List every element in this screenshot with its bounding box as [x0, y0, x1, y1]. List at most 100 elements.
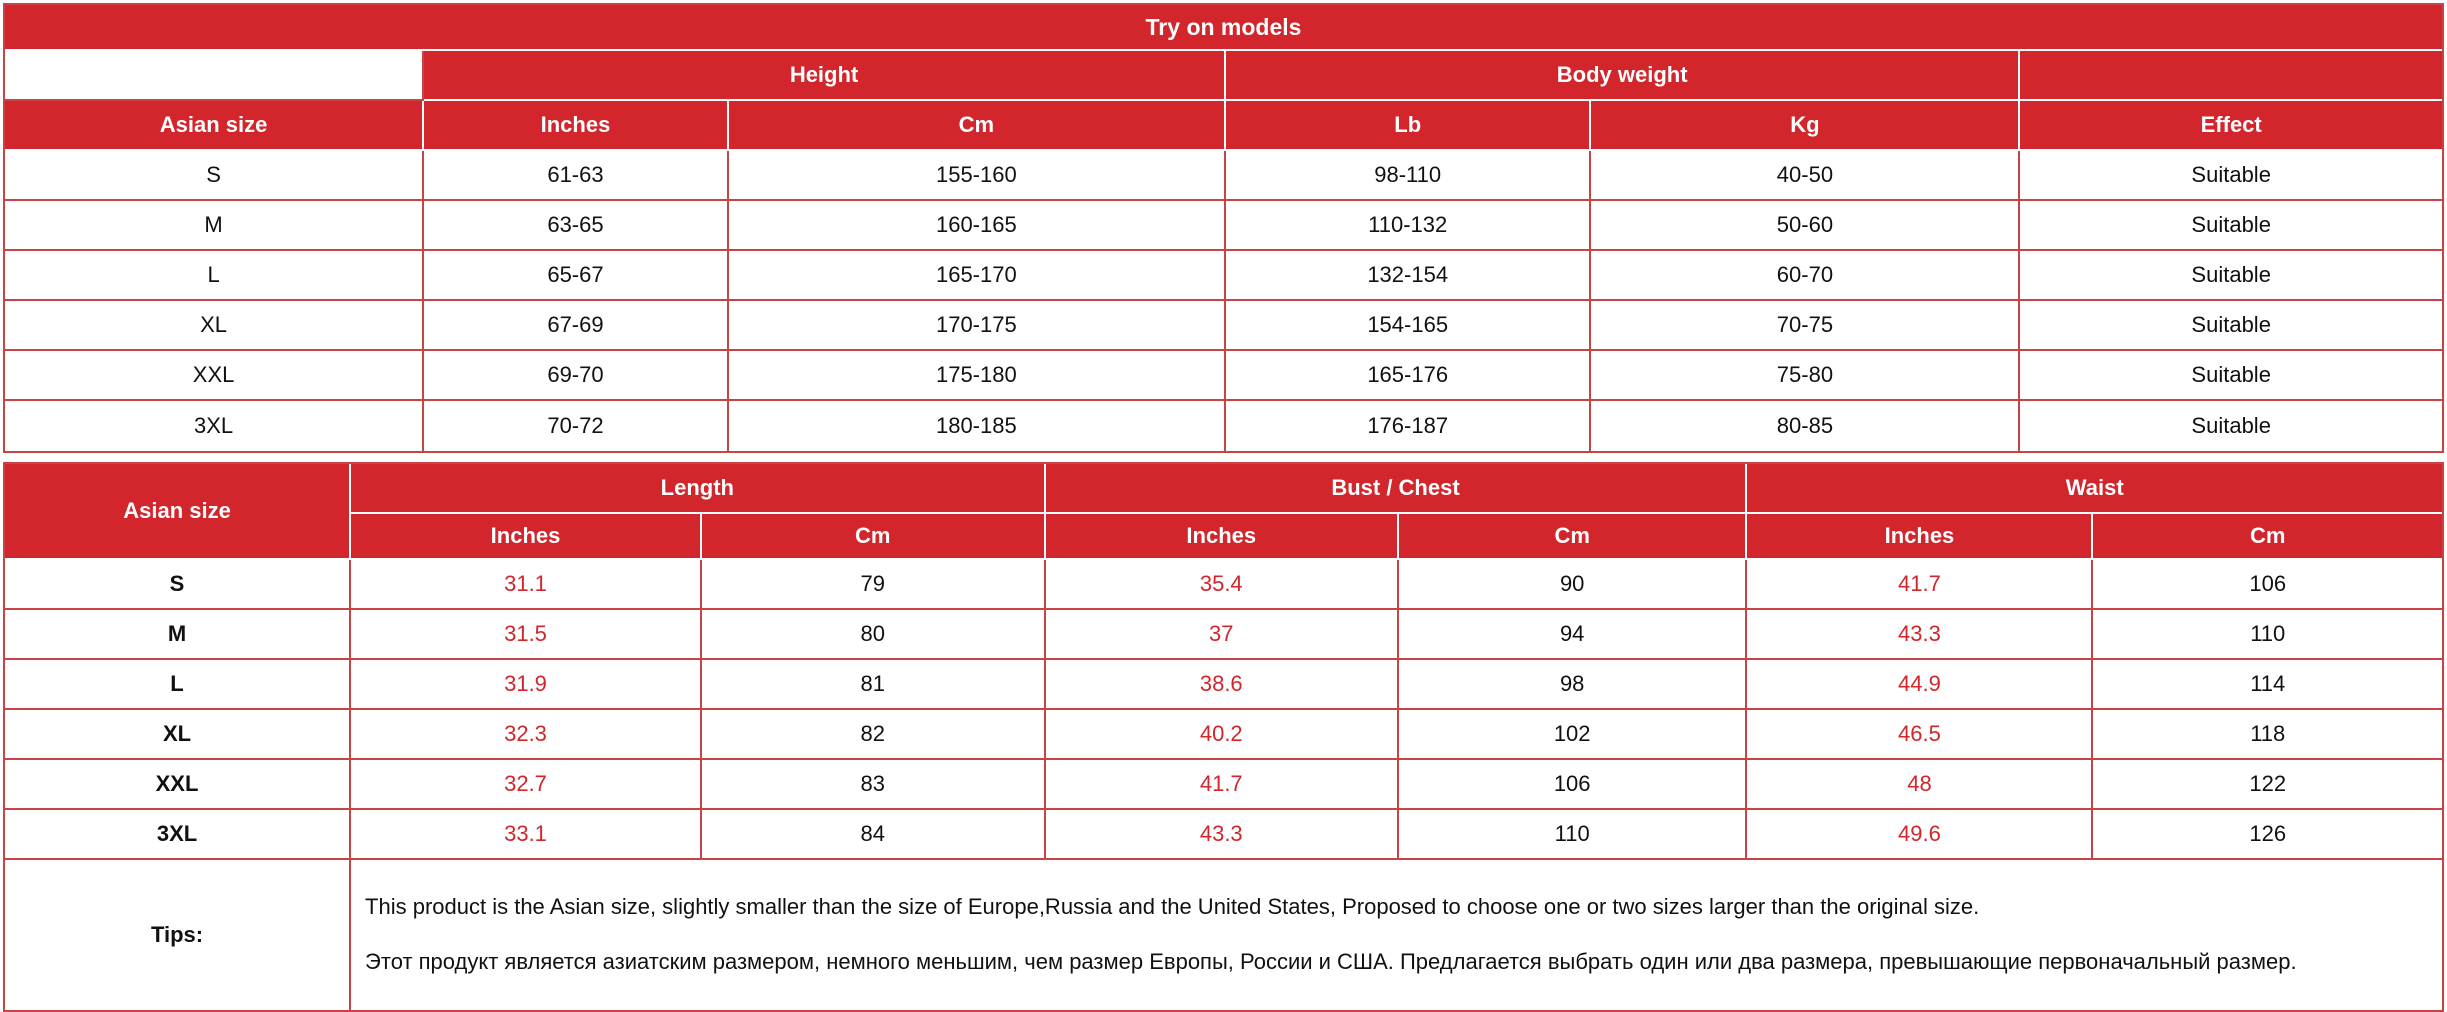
cell: 165-176 — [1225, 351, 1592, 401]
size-cell: 3XL — [5, 401, 425, 451]
size-cell: 3XL — [5, 810, 352, 860]
cell-cm: 90 — [1398, 560, 1748, 610]
subcol-waist-inches: Inches — [1747, 514, 2094, 560]
cell-cm: 84 — [701, 810, 1046, 860]
body-weight-group-header: Body weight — [1225, 51, 2021, 101]
cell: 69-70 — [424, 351, 729, 401]
table-row: L 65-67 165-170 132-154 60-70 Suitable — [5, 251, 2442, 301]
cell: 40-50 — [1591, 151, 2021, 201]
table-row: XXL 69-70 175-180 165-176 75-80 Suitable — [5, 351, 2442, 401]
waist-group-header: Waist — [1747, 464, 2442, 514]
column-header-row: Asian size Inches Cm Lb Kg Effect — [5, 101, 2442, 151]
cell: 80-85 — [1591, 401, 2021, 451]
cell-inches: 44.9 — [1747, 660, 2094, 710]
cell-inches: 40.2 — [1045, 710, 1399, 760]
cell-inches: 48 — [1747, 760, 2094, 810]
col-header-lb: Lb — [1225, 101, 1592, 151]
cell-inches: 37 — [1045, 610, 1399, 660]
cell-cm: 81 — [701, 660, 1046, 710]
cell: 132-154 — [1225, 251, 1592, 301]
tips-line-en: This product is the Asian size, slightly… — [365, 894, 1980, 920]
cell: 67-69 — [424, 301, 729, 351]
cell: 65-67 — [424, 251, 729, 301]
col-header-cm: Cm — [728, 101, 1226, 151]
cell: 165-170 — [728, 251, 1226, 301]
cell-cm: 80 — [701, 610, 1046, 660]
cell-inches: 31.5 — [351, 610, 702, 660]
cell-cm: 122 — [2093, 760, 2442, 810]
table-row: M 63-65 160-165 110-132 50-60 Suitable — [5, 201, 2442, 251]
measurements-table: Asian size Length Bust / Chest Waist Inc… — [3, 462, 2444, 1012]
size-cell: S — [5, 560, 352, 610]
subcol-length-cm: Cm — [701, 514, 1046, 560]
cell-cm: 98 — [1398, 660, 1748, 710]
cell: 175-180 — [728, 351, 1226, 401]
cell-cm: 106 — [2093, 560, 2442, 610]
cell: 170-175 — [728, 301, 1226, 351]
table-row: XXL 32.7 83 41.7 106 48 122 — [5, 760, 2442, 810]
cell-inches: 35.4 — [1045, 560, 1399, 610]
col-header-inches: Inches — [424, 101, 729, 151]
table-row: L 31.9 81 38.6 98 44.9 114 — [5, 660, 2442, 710]
cell: Suitable — [2020, 201, 2442, 251]
size-cell: M — [5, 201, 425, 251]
tips-label: Tips: — [5, 860, 352, 1010]
table-title-row: Try on models — [5, 5, 2442, 51]
cell: 70-72 — [424, 401, 729, 451]
cell-cm: 118 — [2093, 710, 2442, 760]
cell-inches: 46.5 — [1747, 710, 2094, 760]
size-cell: L — [5, 251, 425, 301]
subcol-length-inches: Inches — [351, 514, 702, 560]
cell: 63-65 — [424, 201, 729, 251]
size-cell: XL — [5, 301, 425, 351]
subcol-bust-inches: Inches — [1045, 514, 1399, 560]
size-cell: XL — [5, 710, 352, 760]
group-header-row: Height Body weight — [5, 51, 2442, 101]
table-row: XL 32.3 82 40.2 102 46.5 118 — [5, 710, 2442, 760]
height-group-header: Height — [424, 51, 1226, 101]
cell: 110-132 — [1225, 201, 1592, 251]
corner-header-asian-size: Asian size — [5, 464, 352, 560]
col-header-kg: Kg — [1591, 101, 2021, 151]
cell: 75-80 — [1591, 351, 2021, 401]
cell: 61-63 — [424, 151, 729, 201]
cell: Suitable — [2191, 413, 2271, 438]
cell: Suitable — [2020, 351, 2442, 401]
cell-inches: 32.7 — [351, 760, 702, 810]
cell: 154-165 — [1225, 301, 1592, 351]
cell-cm: 110 — [1398, 810, 1748, 860]
tips-text: This product is the Asian size, slightly… — [351, 860, 2442, 1010]
cell-inches: 41.7 — [1045, 760, 1399, 810]
cell-inches: 32.3 — [351, 710, 702, 760]
tips-row: Tips: This product is the Asian size, sl… — [5, 860, 2442, 1010]
cell-cm: 110 — [2093, 610, 2442, 660]
subcolumn-header-row: Inches Cm Inches Cm Inches Cm — [5, 514, 2442, 560]
cell-cm: 94 — [1398, 610, 1748, 660]
table-row: XL 67-69 170-175 154-165 70-75 Suitable — [5, 301, 2442, 351]
cell: 155-160 — [728, 151, 1226, 201]
empty-header-cell — [2020, 51, 2442, 101]
table-row: S 31.1 79 35.4 90 41.7 106 — [5, 560, 2442, 610]
cell: Suitable — [2020, 151, 2442, 201]
cell: 60-70 — [1591, 251, 2021, 301]
cell-cm: 82 — [701, 710, 1046, 760]
size-cell: XXL — [5, 760, 352, 810]
cell: 98-110 — [1225, 151, 1592, 201]
group-header-row: Asian size Length Bust / Chest Waist — [5, 464, 2442, 560]
size-cell: M — [5, 610, 352, 660]
cell-inches: 41.7 — [1747, 560, 2094, 610]
cell-inches: 33.1 — [351, 810, 702, 860]
cell-cm: 83 — [701, 760, 1046, 810]
cell: 176-187 — [1226, 401, 1592, 451]
try-on-models-table: Try on models Height Body weight Asian s… — [3, 3, 2444, 453]
cell-inches: 49.6 — [1747, 810, 2094, 860]
table1-title: Try on models — [5, 5, 2442, 51]
size-cell: XXL — [5, 351, 425, 401]
cell-inches: 43.3 — [1747, 610, 2094, 660]
size-cell: S — [5, 151, 425, 201]
cell-cm: 106 — [1398, 760, 1748, 810]
cell-inches: 43.3 — [1045, 810, 1399, 860]
empty-corner-cell — [5, 51, 425, 101]
table-row: M 31.5 80 37 94 43.3 110 — [5, 610, 2442, 660]
